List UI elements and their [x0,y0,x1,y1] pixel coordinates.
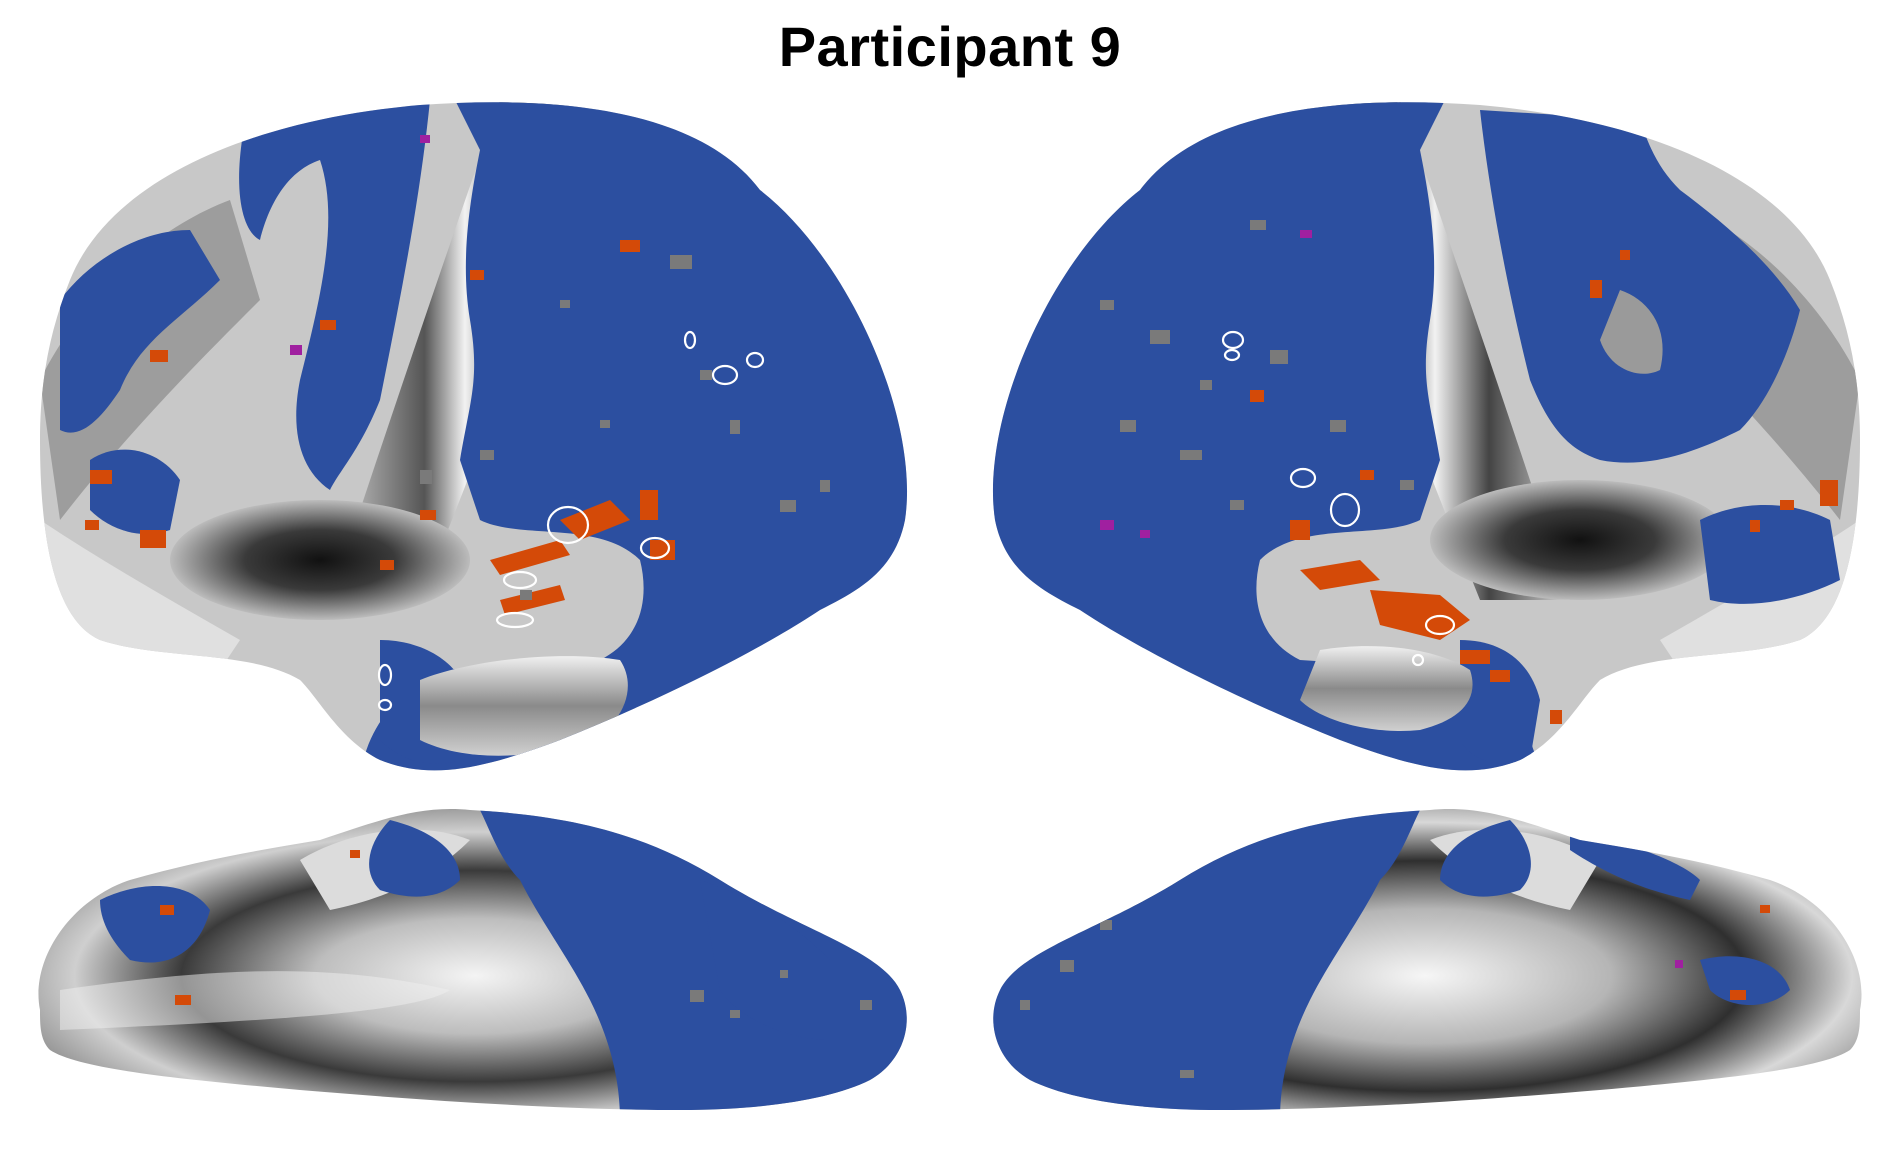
activation-gray-patches [1100,220,1414,510]
right-medial-view [993,809,1862,1110]
activation-orange-patches [160,850,360,1005]
activation-gray-patches [1020,920,1194,1078]
activation-blue-region [360,102,908,771]
right-lateral-view [992,102,1860,771]
activation-orange-patches [85,240,675,615]
activation-blue-region [992,102,1540,771]
activation-gray-patches [690,970,872,1018]
roi-outlines [377,330,765,712]
roi-outlines [1221,330,1456,667]
activation-gray-patches [420,255,830,600]
left-medial-view [38,809,907,1110]
figure-title: Participant 9 [778,15,1122,78]
left-lateral-view [40,102,908,771]
activation-orange-patches [1730,905,1770,1000]
activation-orange-patches [1250,250,1838,724]
